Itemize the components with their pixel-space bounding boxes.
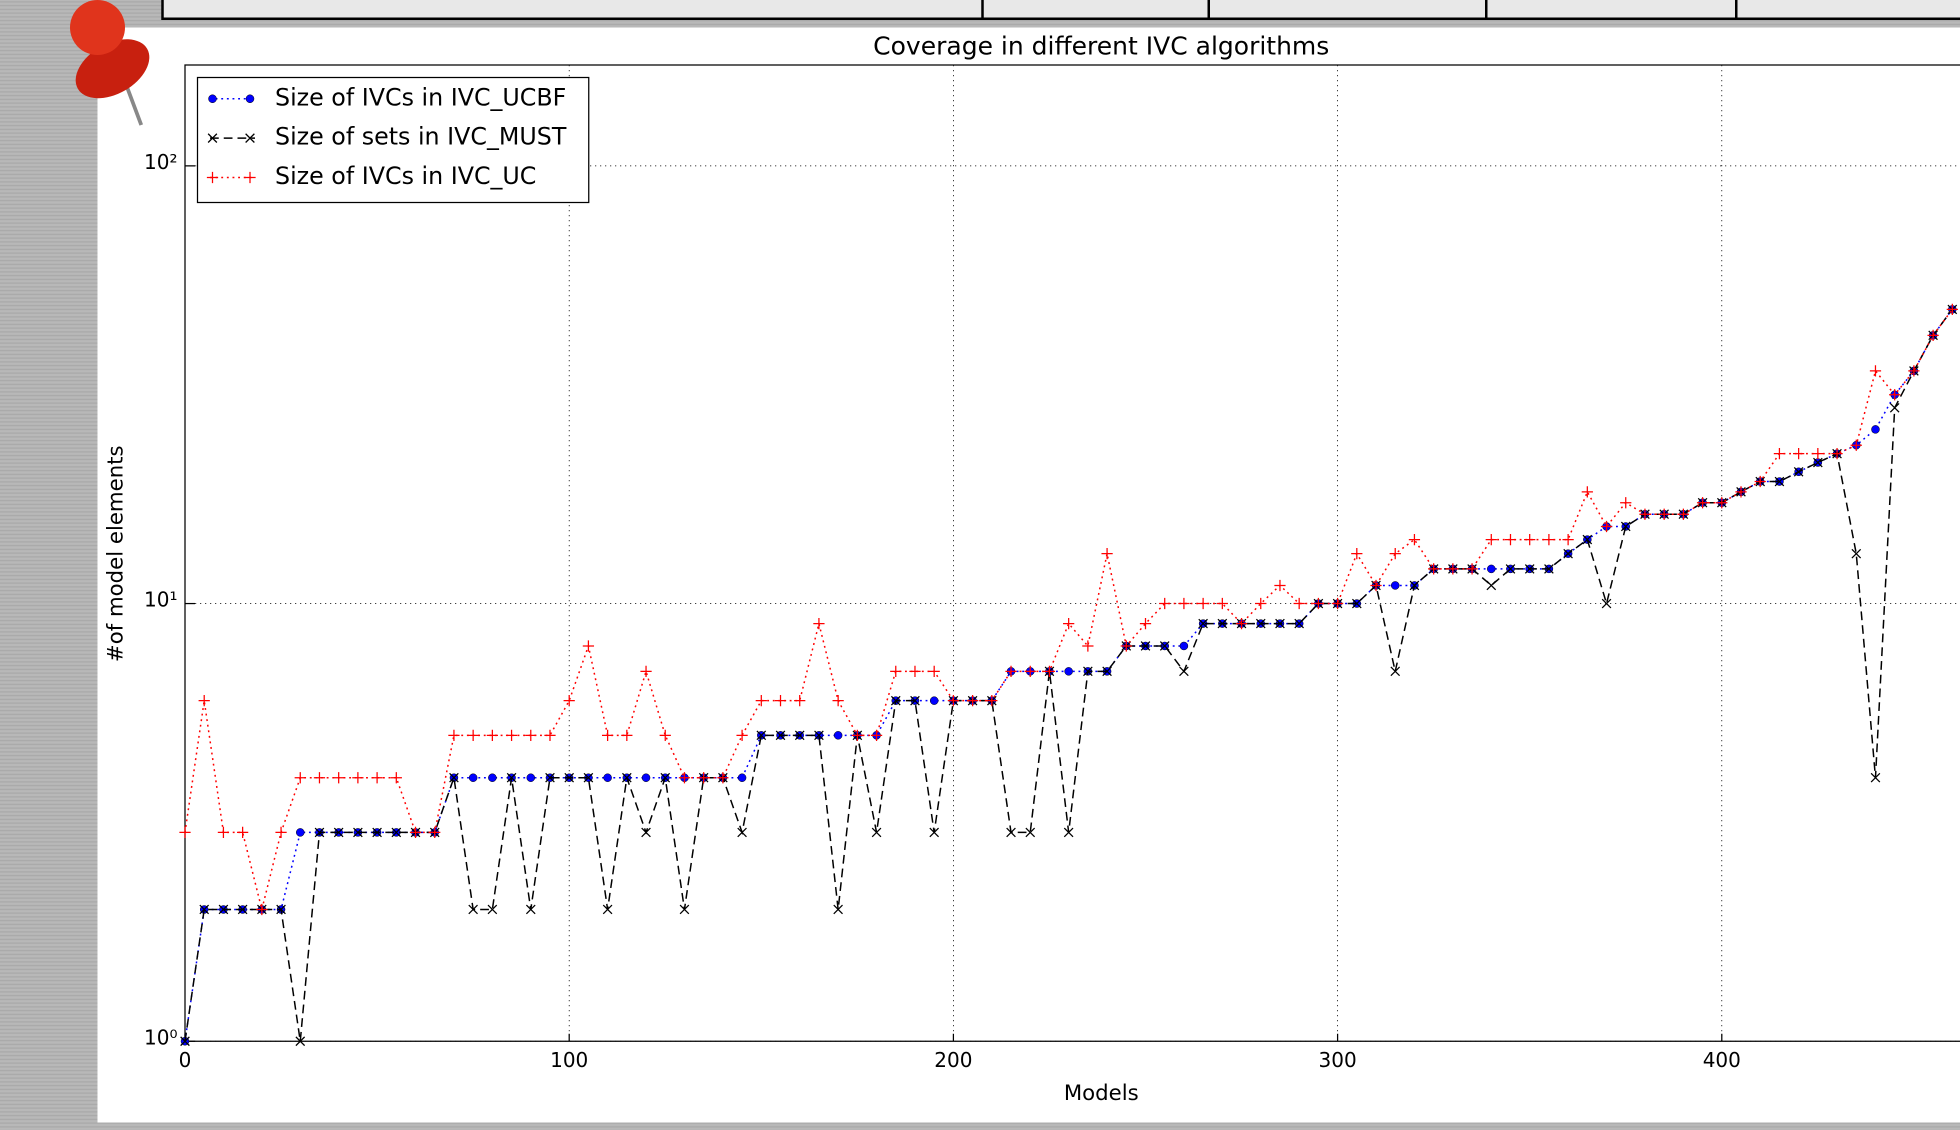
data-point	[642, 774, 650, 782]
legend-label: Size of sets in IVC_MUST	[275, 123, 567, 151]
data-point	[738, 774, 746, 782]
data-point	[1180, 642, 1188, 650]
legend-label: Size of IVCs in IVC_UCBF	[275, 83, 566, 111]
y-tick-label: 10⁰	[144, 1025, 177, 1049]
data-point	[1065, 667, 1073, 675]
data-point	[930, 697, 938, 705]
legend-label: Size of IVCs in IVC_UC	[275, 162, 536, 190]
x-tick-label: 200	[934, 1048, 972, 1072]
chart: Coverage in different IVC algorithms Mod…	[0, 0, 1960, 1130]
data-point	[246, 95, 254, 103]
x-tick-label: 300	[1319, 1048, 1357, 1072]
data-point	[209, 95, 217, 103]
y-axis-label: #of model elements	[103, 445, 128, 662]
x-tick-label: 100	[550, 1048, 588, 1072]
data-point	[1391, 581, 1399, 589]
data-point	[1487, 565, 1495, 573]
table-fragment	[163, 0, 1960, 19]
data-point	[488, 774, 496, 782]
x-tick-label: 400	[1703, 1048, 1741, 1072]
data-point	[834, 731, 842, 739]
data-point	[1871, 425, 1879, 433]
data-point	[296, 828, 304, 836]
data-point	[469, 774, 477, 782]
chart-title: Coverage in different IVC algorithms	[873, 32, 1329, 61]
y-tick-label: 10²	[144, 150, 177, 174]
page: Coverage in different IVC algorithms Mod…	[0, 0, 1960, 1130]
legend: Size of IVCs in IVC_UCBF Size of sets in …	[198, 78, 589, 203]
data-point	[604, 774, 612, 782]
x-axis-label: Models	[1064, 1081, 1139, 1106]
y-tick-label: 10¹	[144, 588, 177, 612]
data-point	[527, 774, 535, 782]
x-tick-label: 0	[179, 1048, 192, 1072]
